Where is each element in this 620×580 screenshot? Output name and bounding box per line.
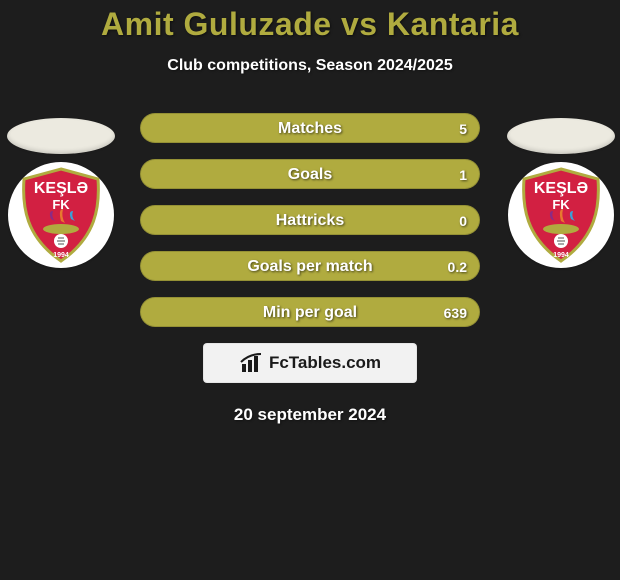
stat-row: Min per goal 639 (140, 297, 480, 327)
brand-text: FcTables.com (269, 353, 381, 373)
stat-label: Goals per match (141, 252, 479, 280)
infographic-root: Amit Guluzade vs Kantaria Club competiti… (0, 0, 620, 580)
date-text: 20 september 2024 (0, 405, 620, 425)
player-left-avatar-placeholder (7, 118, 115, 154)
badge-year: 1994 (553, 252, 569, 259)
page-subtitle: Club competitions, Season 2024/2025 (0, 57, 620, 75)
page-title: Amit Guluzade vs Kantaria (0, 0, 620, 43)
player-left-block: KEŞLƏ FK 1994 (6, 118, 116, 268)
stat-row: Matches 5 (140, 113, 480, 143)
shield-icon: KEŞLƏ FK 1994 (18, 167, 104, 263)
bar-chart-icon (239, 352, 265, 374)
stat-value-right: 1 (459, 160, 467, 188)
stat-row: Hattricks 0 (140, 205, 480, 235)
club-badge-right: KEŞLƏ FK 1994 (508, 162, 614, 268)
stat-label: Goals (141, 160, 479, 188)
badge-year: 1994 (53, 252, 69, 259)
stat-label: Matches (141, 114, 479, 142)
stat-row: Goals per match 0.2 (140, 251, 480, 281)
badge-text-top: KEŞLƏ (34, 180, 88, 197)
stat-value-right: 0.2 (448, 252, 467, 280)
shield-icon: KEŞLƏ FK 1994 (518, 167, 604, 263)
stat-value-right: 0 (459, 206, 467, 234)
stat-label: Hattricks (141, 206, 479, 234)
badge-text-top: KEŞLƏ (534, 180, 588, 197)
brand-badge: FcTables.com (203, 343, 417, 383)
player-right-avatar-placeholder (507, 118, 615, 154)
stat-value-right: 5 (459, 114, 467, 142)
club-badge-left: KEŞLƏ FK 1994 (8, 162, 114, 268)
stat-row: Goals 1 (140, 159, 480, 189)
stat-label: Min per goal (141, 298, 479, 326)
player-right-block: KEŞLƏ FK 1994 (506, 118, 616, 268)
stat-value-right: 639 (444, 298, 467, 326)
